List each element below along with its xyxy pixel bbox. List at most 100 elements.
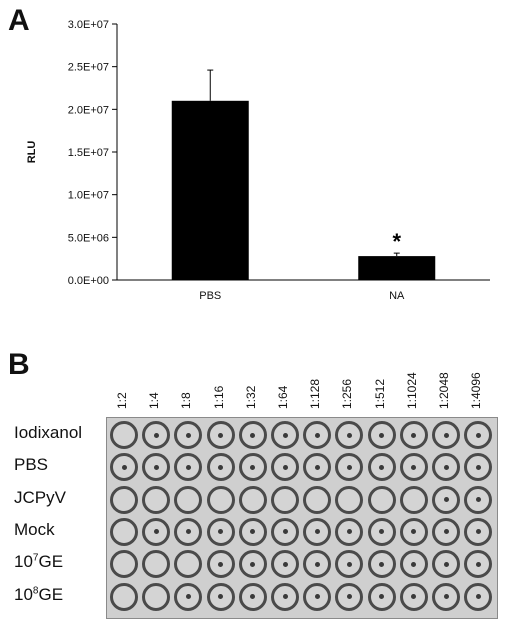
well-button bbox=[271, 550, 299, 579]
well-button bbox=[367, 421, 396, 449]
well-button bbox=[335, 517, 364, 546]
well-button bbox=[464, 582, 493, 611]
row-label: 107GE bbox=[14, 552, 63, 572]
rbc-pellet bbox=[153, 464, 159, 470]
well-diffuse bbox=[238, 485, 267, 514]
rbc-pellet bbox=[411, 561, 417, 567]
rbc-pellet bbox=[314, 561, 320, 567]
well-button bbox=[432, 517, 460, 546]
well-button bbox=[432, 582, 460, 611]
well-button bbox=[399, 517, 428, 546]
significance-asterisk: * bbox=[392, 229, 401, 254]
well-button bbox=[206, 582, 235, 611]
chart-bars: * bbox=[171, 69, 436, 280]
well-button bbox=[238, 453, 267, 482]
rbc-pellet bbox=[282, 464, 288, 470]
rbc-pellet bbox=[346, 594, 352, 599]
microplate bbox=[106, 417, 498, 619]
well-button bbox=[206, 421, 235, 449]
well-button bbox=[335, 421, 364, 449]
rbc-pellet bbox=[443, 529, 449, 535]
row-label-exponent: 7 bbox=[32, 552, 39, 564]
rbc-pellet bbox=[250, 432, 256, 438]
rbc-pellet bbox=[250, 594, 256, 599]
rbc-pellet bbox=[443, 594, 449, 599]
rbc-pellet bbox=[218, 464, 224, 470]
well-button bbox=[432, 421, 460, 449]
well-diffuse bbox=[110, 582, 138, 611]
well-button bbox=[367, 517, 396, 546]
well-button bbox=[174, 421, 203, 449]
dilution-label: 1:64 bbox=[276, 385, 290, 409]
y-tick-label: 1.0E+07 bbox=[68, 190, 109, 202]
well-button bbox=[464, 550, 493, 579]
rbc-pellet bbox=[218, 561, 224, 567]
well-button bbox=[464, 453, 493, 482]
rbc-pellet bbox=[379, 561, 385, 567]
well-button bbox=[432, 550, 460, 579]
rbc-pellet bbox=[185, 594, 191, 599]
y-tick-label: 1.5E+07 bbox=[68, 147, 109, 159]
panel-a-letter: A bbox=[8, 4, 30, 37]
row-label: 108GE bbox=[14, 585, 63, 605]
well-diffuse bbox=[142, 582, 171, 611]
rbc-pellet bbox=[443, 464, 449, 470]
row-label-text: Iodixanol bbox=[14, 423, 83, 442]
well-button bbox=[432, 453, 460, 482]
bar-chart: * 0.0E+00 5.0E+06 1.0E+07 1.5E+07 2.0E+07 2.5… bbox=[26, 19, 490, 302]
well-diffuse bbox=[399, 485, 428, 514]
row-label-text: Mock bbox=[14, 519, 55, 539]
well-diffuse bbox=[110, 421, 138, 449]
well-button bbox=[174, 517, 203, 546]
row-label-suffix: GE bbox=[38, 584, 64, 604]
row-label-text: 10 bbox=[14, 552, 33, 572]
well-button bbox=[464, 421, 493, 449]
well-button bbox=[238, 582, 267, 611]
rbc-pellet bbox=[346, 464, 352, 470]
well-button bbox=[142, 517, 171, 546]
well-diffuse bbox=[335, 485, 364, 514]
row-label: Mock bbox=[14, 520, 55, 540]
well-button bbox=[464, 517, 493, 546]
x-tick-label: PBS bbox=[199, 290, 221, 302]
well-button bbox=[271, 421, 299, 449]
x-tick-label: NA bbox=[389, 290, 405, 302]
dilution-label: 1:128 bbox=[308, 378, 323, 409]
well-diffuse bbox=[142, 550, 171, 579]
rbc-pellet bbox=[250, 561, 256, 567]
well-button bbox=[367, 453, 396, 482]
well-button bbox=[174, 453, 203, 482]
well-button bbox=[367, 582, 396, 611]
dilution-label: 1:512 bbox=[372, 378, 387, 409]
well-button bbox=[335, 582, 364, 611]
rbc-pellet bbox=[475, 497, 481, 503]
rbc-pellet bbox=[411, 594, 417, 599]
dilution-label: 1:256 bbox=[340, 378, 355, 409]
rbc-pellet bbox=[282, 529, 288, 535]
row-label-text: 10 bbox=[14, 584, 33, 604]
well-button bbox=[110, 453, 138, 482]
well-button bbox=[399, 421, 428, 449]
row-label-text: JCPyV bbox=[14, 487, 66, 507]
rbc-pellet bbox=[250, 529, 256, 535]
well-diffuse bbox=[142, 485, 171, 514]
well-button bbox=[303, 421, 332, 449]
well-button bbox=[303, 453, 332, 482]
rbc-pellet bbox=[218, 594, 224, 599]
rbc-pellet bbox=[443, 432, 449, 438]
rbc-pellet bbox=[475, 464, 481, 470]
well-button bbox=[238, 550, 267, 579]
dilution-label: 1:8 bbox=[179, 392, 194, 409]
rbc-pellet bbox=[346, 561, 352, 567]
y-tick-label: 3.0E+07 bbox=[68, 19, 109, 31]
bar-pbs bbox=[171, 100, 249, 280]
bar-na bbox=[358, 256, 436, 280]
well-button bbox=[271, 582, 299, 611]
well-button bbox=[303, 550, 332, 579]
dilution-label: 1:16 bbox=[211, 385, 226, 409]
panel-b-letter: B bbox=[8, 348, 30, 381]
rbc-pellet bbox=[218, 432, 224, 438]
dilution-label: 1:1024 bbox=[404, 372, 419, 409]
rbc-pellet bbox=[185, 432, 191, 438]
well-button bbox=[238, 517, 267, 546]
